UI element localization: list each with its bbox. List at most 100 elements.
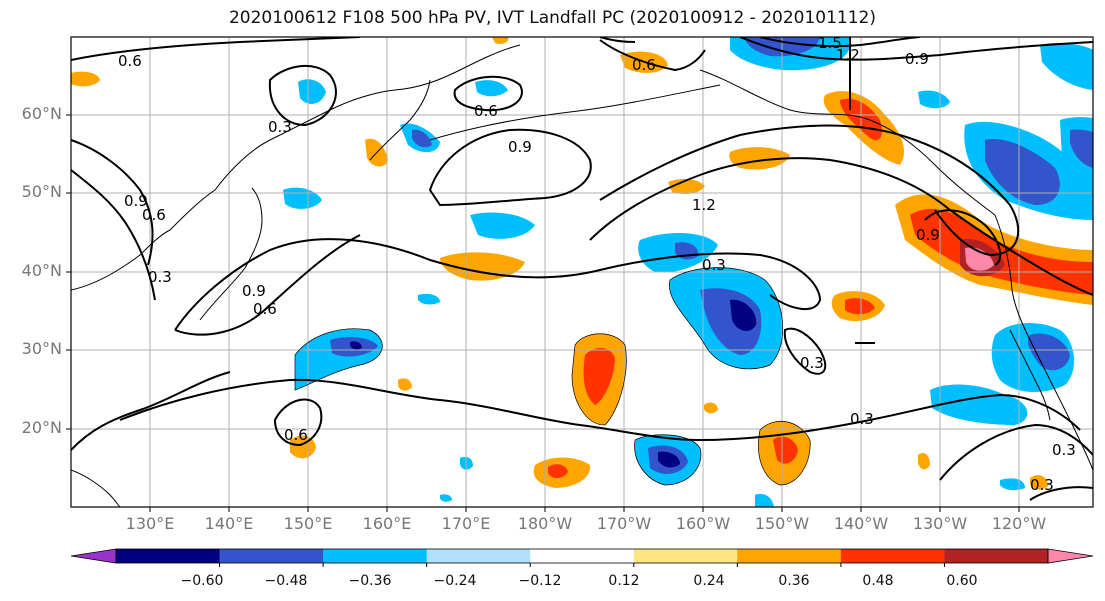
lat-label: 30°N	[21, 339, 62, 358]
graticule	[71, 37, 1093, 507]
lon-label: 130°E	[125, 514, 175, 533]
contour-label: 1.2	[836, 46, 860, 64]
colorbar-tick-label: −0.60	[180, 573, 224, 589]
contour-line	[71, 139, 154, 266]
coastline-baja	[1009, 329, 1051, 421]
contour-label: 0.3	[1052, 441, 1076, 459]
lon-label: 120°W	[991, 514, 1047, 533]
positive-anomaly-region	[71, 71, 100, 87]
contour-line	[739, 37, 1093, 61]
contour-line	[939, 423, 1093, 481]
contour-line	[273, 398, 323, 447]
coastline-china	[71, 469, 121, 507]
contour-label: 1.2	[692, 196, 716, 214]
lat-label: 50°N	[21, 182, 62, 201]
contour-line	[268, 64, 337, 127]
lat-label: 60°N	[21, 104, 62, 123]
positive-anomaly-region	[773, 436, 798, 464]
contour-label: 0.6	[632, 56, 656, 74]
negative-anomaly-region	[412, 129, 432, 148]
lon-label: 140°E	[204, 514, 254, 533]
positive-anomaly-region	[583, 347, 615, 405]
colorbar-tick-label: −0.48	[264, 573, 308, 589]
coastlines	[71, 44, 1093, 507]
negative-anomaly-region	[1070, 129, 1093, 168]
negative-anomaly-region	[1028, 333, 1070, 371]
figure-title: 2020100612 F108 500 hPa PV, IVT Landfall…	[228, 8, 876, 28]
contour-line	[119, 378, 1081, 442]
colorbar-tick-label: −0.36	[348, 573, 392, 589]
contour-line	[759, 37, 921, 48]
negative-anomaly-region	[930, 384, 1028, 425]
lon-label: 170°E	[441, 514, 491, 533]
lat-label: 20°N	[21, 418, 62, 437]
positive-anomaly-region	[548, 464, 568, 479]
positive-anomaly-region	[910, 208, 1093, 295]
contour-line	[599, 37, 636, 43]
positive-anomaly-region	[845, 298, 875, 315]
contour-label: 0.6	[118, 52, 142, 70]
colorbar-tick-label: 0.12	[608, 573, 640, 589]
positive-anomaly-region	[965, 247, 994, 271]
negative-anomaly-region	[470, 212, 535, 239]
negative-anomaly-region	[475, 80, 508, 97]
contour-line	[174, 238, 822, 331]
positive-anomaly-region	[440, 252, 525, 281]
contour-line	[71, 371, 231, 451]
colorbar-tick-label: 0.48	[862, 573, 894, 589]
lon-label: 140°W	[833, 514, 889, 533]
colorbar-tick-label: 0.36	[778, 573, 810, 589]
contour-line	[1029, 486, 1093, 501]
contour-label: 0.3	[148, 268, 172, 286]
negative-anomaly-region	[985, 139, 1060, 205]
contour-label: 0.3	[1030, 476, 1054, 494]
lon-label: 160°W	[675, 514, 731, 533]
coastline-kamchatka	[369, 79, 431, 161]
colorbar-tick-label: 0.24	[693, 573, 725, 589]
positive-anomaly-region	[1030, 475, 1048, 490]
positive-anomaly-region	[398, 378, 412, 391]
lon-label: 130°W	[912, 514, 968, 533]
negative-anomaly-region	[1000, 478, 1025, 491]
lon-label: 160°E	[362, 514, 412, 533]
contour-label: 0.6	[253, 300, 277, 318]
contour-line	[453, 75, 523, 112]
anomaly-outlines	[294, 267, 811, 486]
lon-label: 150°W	[754, 514, 810, 533]
coastline-north-america	[994, 214, 1093, 471]
contour-label: 0.3	[850, 410, 874, 428]
negative-anomaly-region	[918, 90, 950, 109]
negative-anomaly-region	[440, 494, 452, 502]
colorbar-tick-label: −0.12	[518, 573, 562, 589]
negative-anomaly-region	[1040, 42, 1093, 90]
negative-anomaly-region	[755, 493, 774, 507]
negative-anomaly-region	[418, 293, 440, 305]
contour-line	[71, 169, 156, 301]
contour-line	[71, 37, 361, 61]
contour-label: 0.3	[268, 118, 292, 136]
contour-label: 1.5	[818, 34, 842, 52]
contour-label: 0.3	[800, 354, 824, 372]
negative-anomaly-region	[658, 451, 680, 468]
contour-label: 0.6	[474, 102, 498, 120]
colorbar-tick-label: 0.60	[946, 573, 978, 589]
contour-label: 0.9	[508, 138, 532, 156]
contour-label: 0.3	[702, 256, 726, 274]
positive-anomaly-region	[704, 402, 718, 414]
contour-labels: 0.6 0.6 1.5 1.2 0.9 0.3 0.6 0.9 0.9 0.6 …	[118, 34, 1076, 494]
lon-label: 170°W	[596, 514, 652, 533]
contour-label: 0.9	[242, 282, 266, 300]
contour-line	[599, 124, 1020, 257]
positive-anomaly-region	[492, 37, 509, 45]
contour-line	[174, 234, 361, 336]
lat-label: 40°N	[21, 261, 62, 280]
positive-anomaly-region	[918, 453, 930, 470]
negative-anomaly-region	[298, 79, 326, 104]
contour-label: 0.9	[905, 50, 929, 68]
lon-label: 180°W	[517, 514, 573, 533]
negative-anomaly-region	[350, 341, 362, 350]
contour-line	[924, 209, 1002, 266]
pv-contours	[71, 37, 1093, 501]
contour-line	[599, 39, 706, 72]
